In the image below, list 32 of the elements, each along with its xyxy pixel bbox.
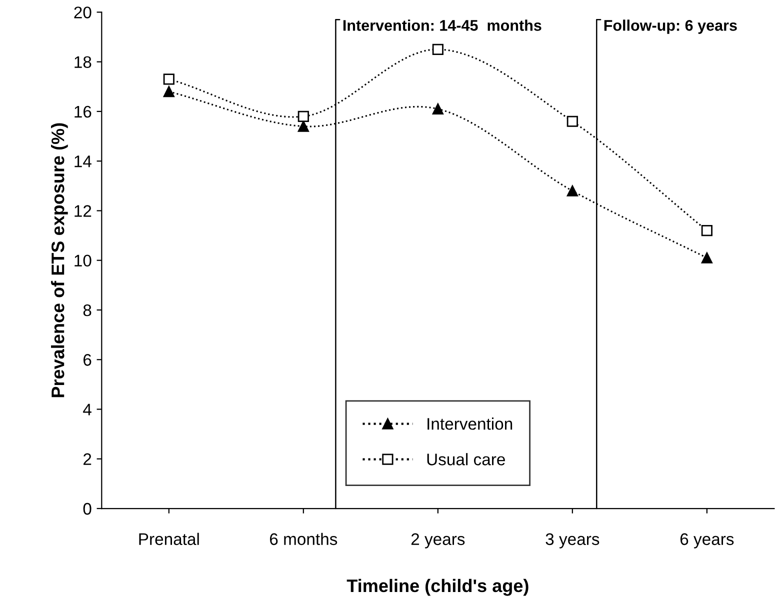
annotation: Follow-up: 6 years — [604, 20, 737, 34]
y-axis-title: Prevalence of ETS exposure (%) — [51, 123, 68, 398]
y-tick-label: 8 — [83, 304, 92, 316]
y-tick-label: 20 — [74, 6, 92, 18]
point — [163, 86, 174, 98]
legend-label: Usual care — [427, 453, 505, 466]
y-tick-label: 16 — [74, 106, 92, 118]
y-tick-label: 2 — [84, 453, 92, 465]
point — [566, 116, 578, 127]
point — [432, 103, 444, 115]
y-tick-label: 18 — [74, 56, 92, 68]
y-tick-label: 14 — [74, 156, 92, 168]
x-tick-label: Prenatal — [139, 532, 199, 546]
point — [432, 44, 444, 55]
point — [701, 252, 712, 264]
x-tick-label: 3 years — [546, 533, 600, 548]
point — [298, 120, 309, 132]
y-tick-label: 6 — [84, 354, 92, 366]
point — [298, 110, 309, 122]
x-tick-label: 6 years — [680, 533, 734, 548]
x-tick-label: 6 months — [270, 532, 338, 546]
y-tick-label: 10 — [74, 254, 92, 267]
legend-label: Intervention — [428, 418, 512, 430]
x-axis-title: Timeline (child's age) — [346, 578, 528, 596]
y-tick-label: 0 — [83, 502, 92, 515]
annotation: Intervention: 14-45 months — [343, 20, 542, 31]
y-tick-label: 4 — [83, 404, 92, 416]
y-tick-label: 12 — [74, 205, 92, 217]
point — [163, 74, 174, 85]
point — [566, 185, 578, 196]
point — [701, 225, 712, 236]
x-tick-label: 2 years — [411, 533, 465, 548]
